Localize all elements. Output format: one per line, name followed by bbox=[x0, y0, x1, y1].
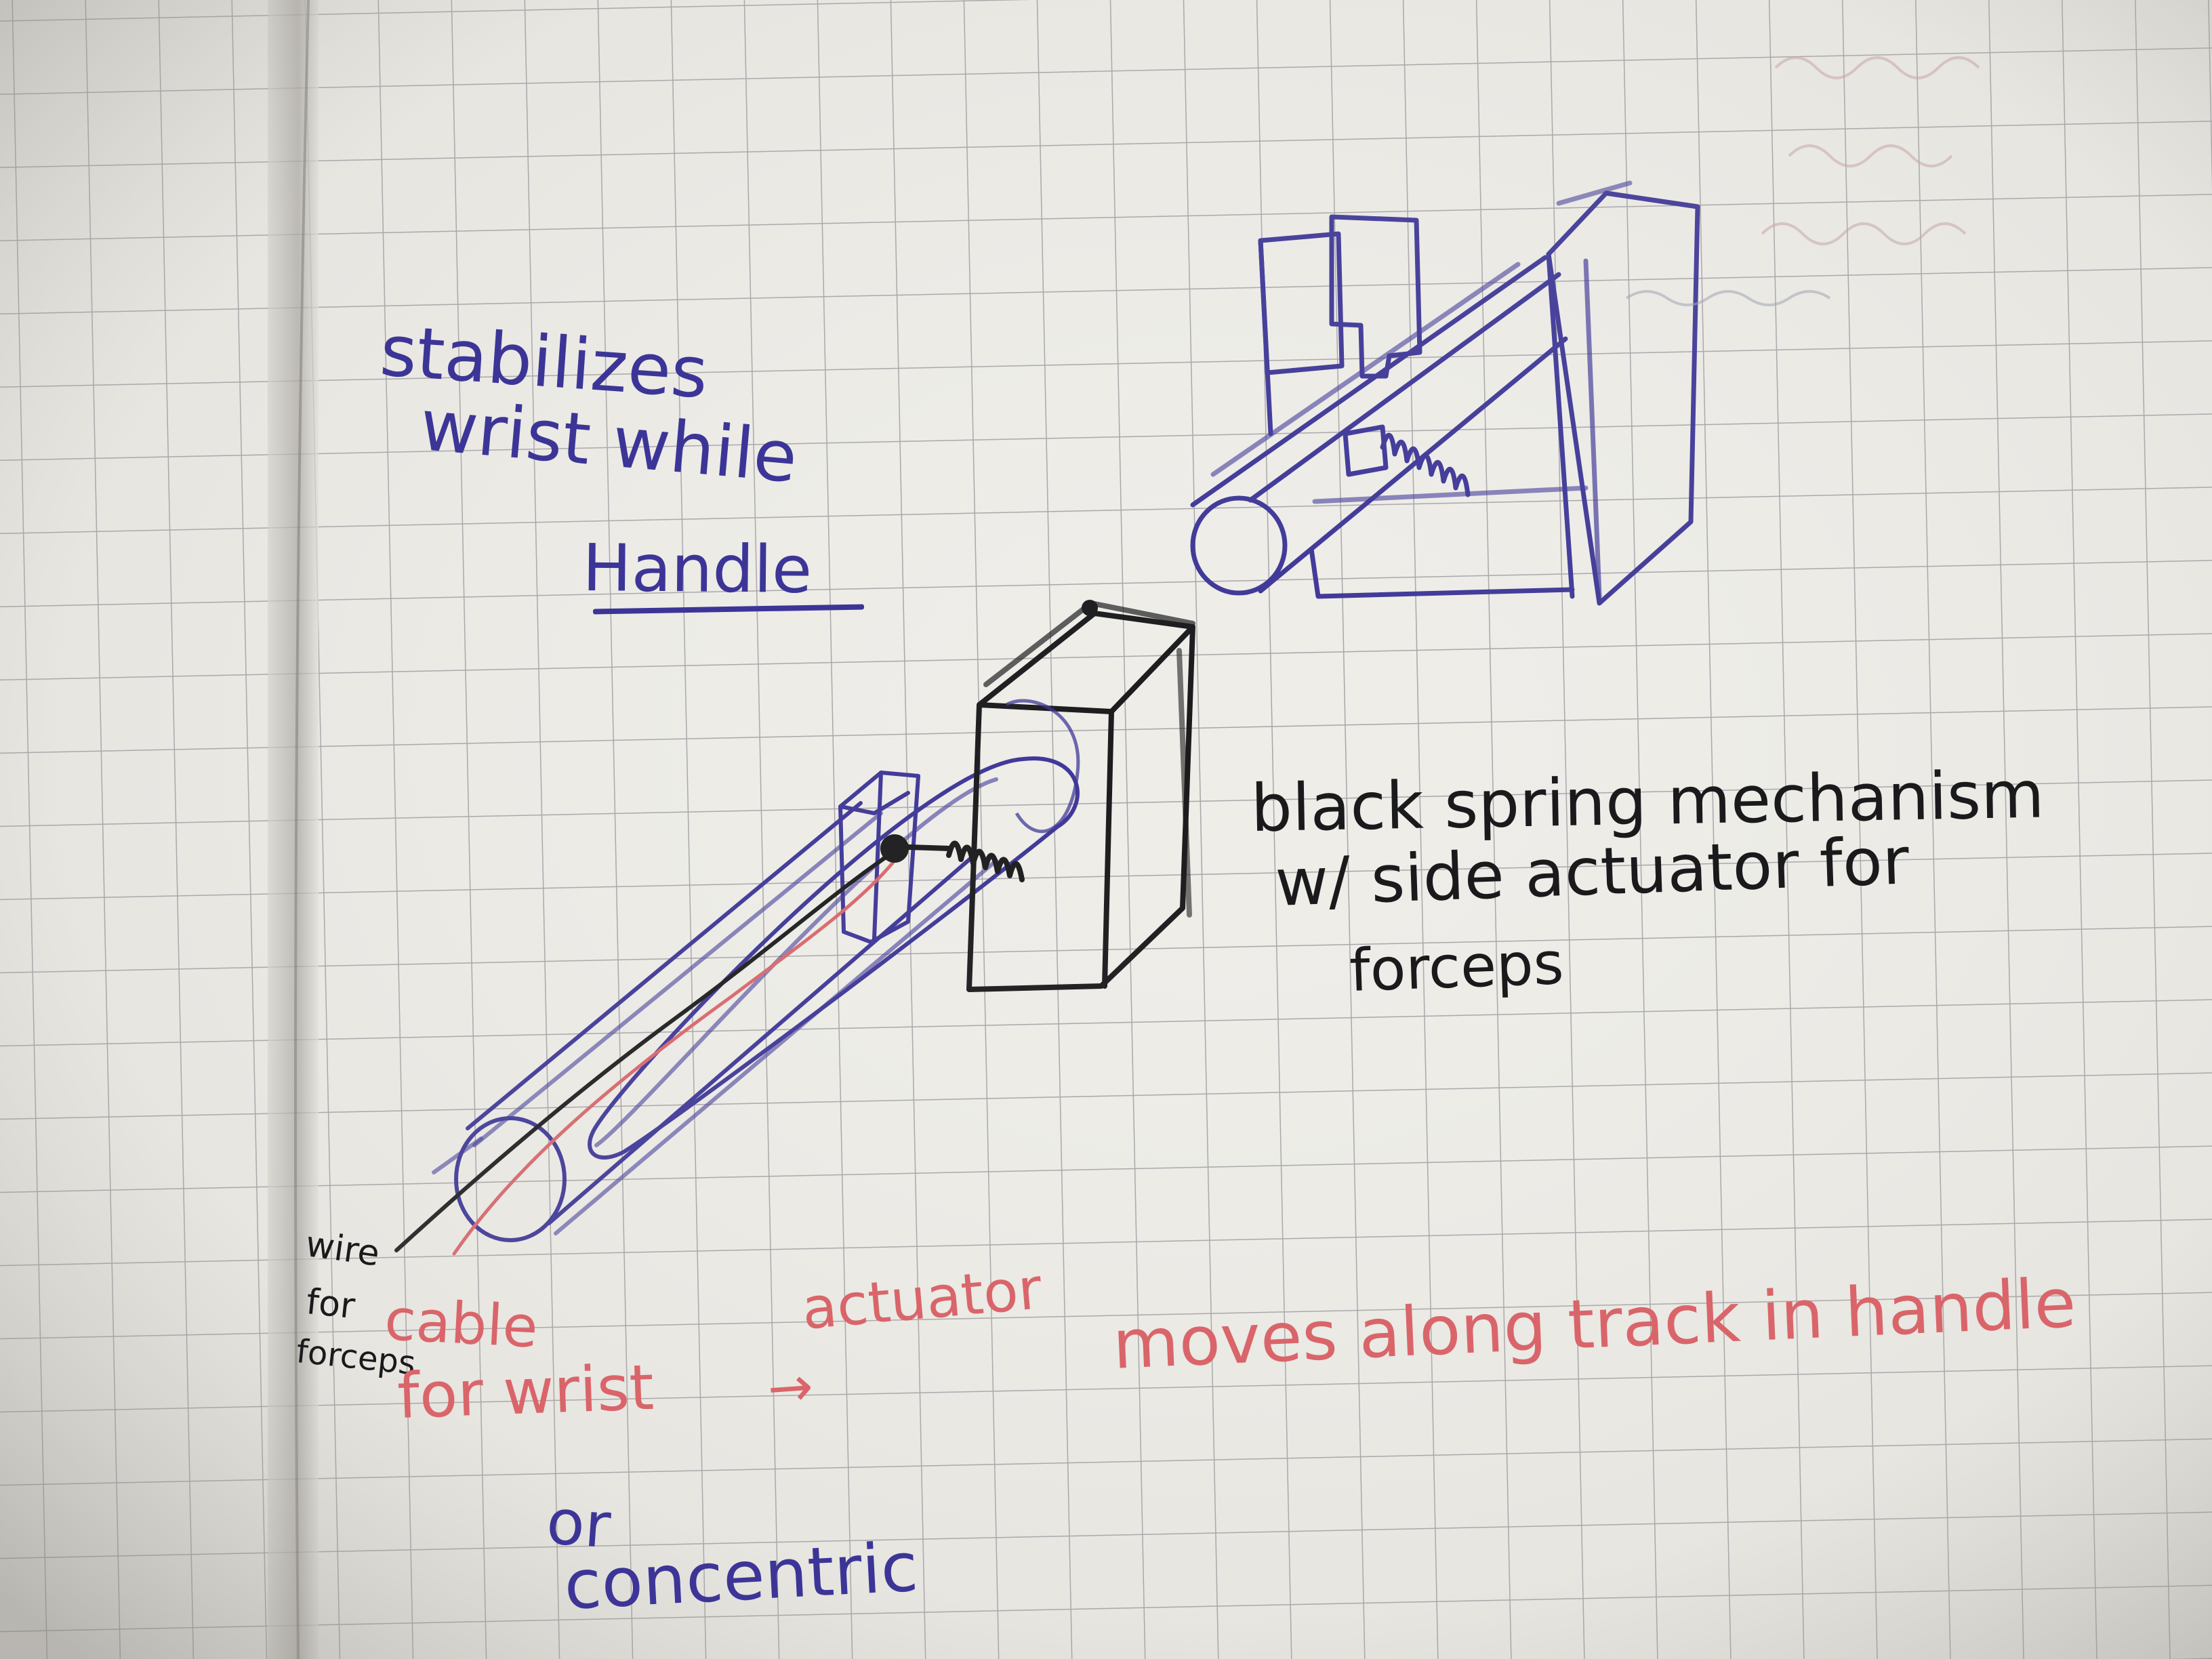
note-cable: cable bbox=[384, 1291, 539, 1356]
note-forceps: forceps bbox=[1349, 935, 1565, 1000]
note-for-wrist: for wrist bbox=[396, 1357, 655, 1428]
note-handle-heading: Handle bbox=[582, 535, 812, 602]
note-black-spring-mechanism: black spring mechanism bbox=[1250, 762, 2045, 841]
arrow-icon: → bbox=[766, 1359, 815, 1416]
note-concentric: concentric bbox=[562, 1534, 920, 1620]
note-for: for bbox=[305, 1284, 357, 1324]
note-wire: wire bbox=[304, 1227, 382, 1272]
